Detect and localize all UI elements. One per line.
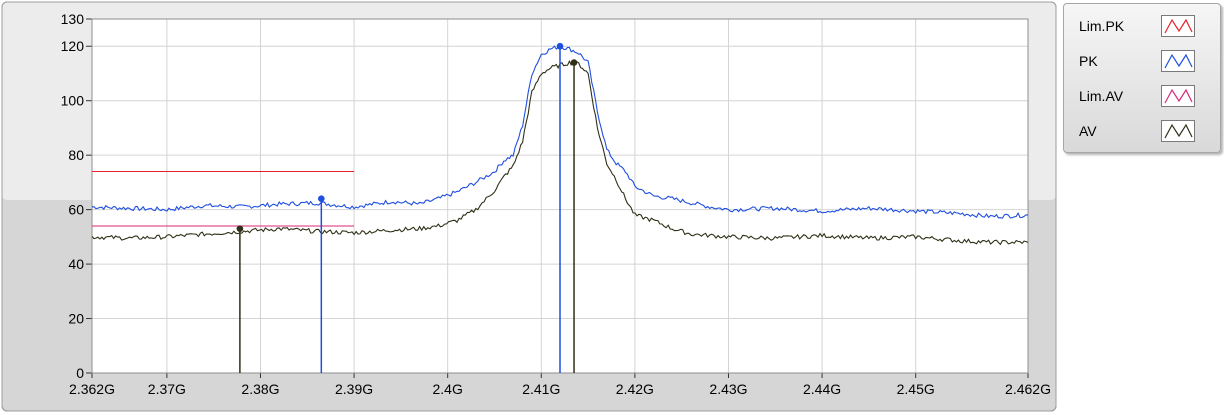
x-tick-label: 2.37G — [148, 381, 186, 397]
legend-swatch-line-lim-av — [1164, 88, 1193, 104]
x-tick-label: 2.362G — [69, 381, 115, 397]
plot-legend: Lim.PK PK Lim.AV AV — [1063, 3, 1221, 153]
x-tick-label: 2.43G — [709, 381, 747, 397]
y-tick-label: 0 — [76, 365, 84, 381]
legend-swatch-line-av — [1164, 123, 1193, 139]
y-tick-label: 100 — [61, 93, 85, 109]
legend-swatch-pk — [1161, 50, 1195, 72]
legend-swatch-lim-pk — [1161, 15, 1195, 37]
legend-swatch-line-lim-pk — [1164, 18, 1193, 34]
x-tick-label: 2.39G — [335, 381, 373, 397]
x-tick-label: 2.44G — [803, 381, 841, 397]
series-line-av — [92, 60, 1028, 246]
legend-item-av[interactable]: AV — [1069, 116, 1214, 146]
legend-swatch-lim-av — [1161, 85, 1195, 107]
legend-label-lim-av: Lim.AV — [1079, 88, 1124, 104]
y-tick-label: 60 — [68, 202, 84, 218]
legend-item-lim-pk[interactable]: Lim.PK — [1069, 11, 1214, 41]
marker-point-av — [236, 225, 244, 232]
chart-frame-border — [1, 1, 1057, 412]
x-tick-label: 2.38G — [241, 381, 279, 397]
legend-label-pk: PK — [1079, 53, 1098, 69]
legend-swatch-av — [1161, 120, 1195, 142]
marker-point-pk — [556, 42, 564, 50]
y-tick-label: 20 — [68, 311, 84, 327]
legend-item-pk[interactable]: PK — [1069, 46, 1214, 76]
y-tick-label: 80 — [68, 147, 84, 163]
series-line-pk — [92, 45, 1028, 219]
y-tick-label: 130 — [61, 11, 85, 27]
x-tick-label: 2.45G — [897, 381, 935, 397]
legend-label-av: AV — [1079, 123, 1097, 139]
x-tick-label: 2.41G — [522, 381, 560, 397]
y-tick-label: 120 — [61, 38, 85, 54]
legend-swatch-line-pk — [1164, 53, 1193, 69]
marker-point-av — [570, 59, 578, 66]
x-tick-label: 2.42G — [616, 381, 654, 397]
x-tick-label: 2.4G — [433, 381, 463, 397]
legend-item-lim-av[interactable]: Lim.AV — [1069, 81, 1214, 111]
y-tick-label: 40 — [68, 256, 84, 272]
legend-label-lim-pk: Lim.PK — [1079, 18, 1125, 34]
marker-point-pk — [318, 195, 325, 203]
x-tick-label: 2.462G — [1005, 381, 1051, 397]
